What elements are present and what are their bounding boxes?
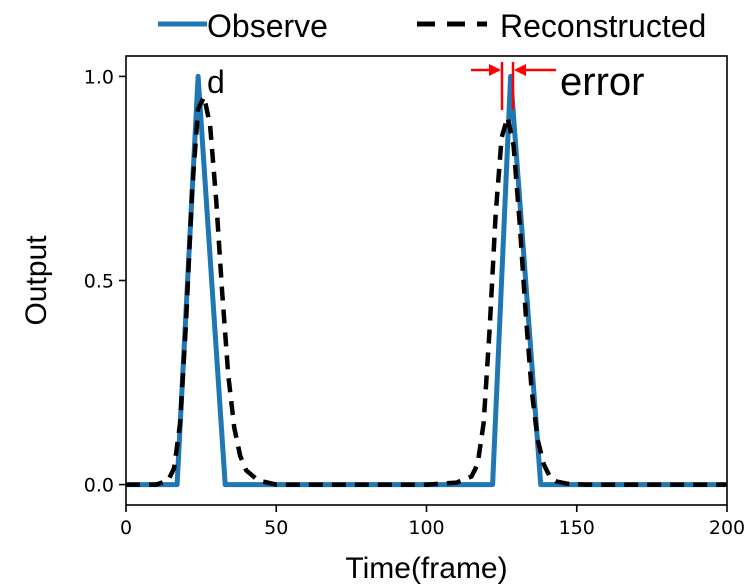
legend-observed-label: Observe — [207, 8, 328, 44]
series-line-reconstructed — [126, 94, 727, 487]
x-tick-label: 150 — [559, 517, 595, 539]
series-line-observed — [126, 73, 727, 488]
y-tick-label: 0.5 — [84, 271, 114, 293]
error-right-arrowhead — [514, 64, 526, 76]
error-left-arrowhead — [489, 64, 501, 76]
x-tick-label: 100 — [408, 517, 444, 539]
error-label: error — [560, 60, 644, 104]
legend-reconstructed-label: Reconstructed — [500, 8, 706, 44]
x-tick-label: 50 — [264, 517, 288, 539]
y-tick-label: 0.0 — [84, 475, 114, 497]
x-axis-title: Time(frame) — [345, 552, 507, 585]
axes-frame — [125, 55, 728, 506]
x-tick-label: 0 — [120, 517, 132, 539]
error-annotation: error — [471, 60, 644, 110]
legend: Observe d Reconstructed — [158, 8, 706, 100]
y-tick-label: 1.0 — [84, 66, 114, 88]
y-axis-title: Output — [20, 235, 53, 326]
legend-observed-label-wrap: d — [207, 64, 225, 100]
x-tick-label: 200 — [709, 517, 745, 539]
